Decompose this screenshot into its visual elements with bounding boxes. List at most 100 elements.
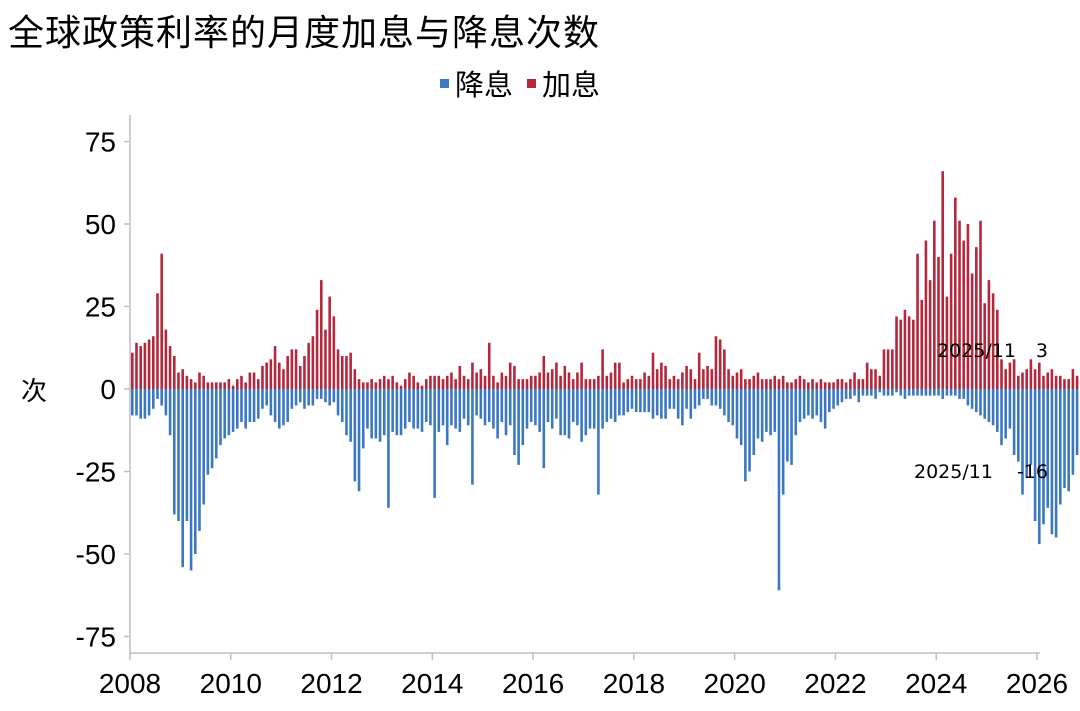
hike-bar (143, 342, 147, 389)
cut-bar (135, 389, 138, 416)
cut-bar (601, 389, 604, 429)
cut-bar (786, 389, 789, 462)
cut-bar (735, 389, 739, 439)
hike-bar (748, 379, 751, 389)
y-tick-label: 25 (85, 292, 116, 323)
hike-bar (1021, 372, 1024, 389)
hike-bar (571, 379, 575, 389)
legend-item-cut: 降息 (440, 62, 513, 104)
cut-bar (1012, 389, 1016, 455)
hike-bar (840, 379, 844, 389)
hike-bar (819, 379, 823, 389)
hike-bar (727, 369, 730, 389)
hike-bar (529, 375, 533, 389)
hike-bar (937, 257, 940, 389)
cut-bar (429, 389, 432, 426)
cut-bar (324, 389, 327, 403)
hike-bar (693, 379, 697, 389)
cut-bar (697, 389, 701, 406)
hike-bar (592, 379, 596, 389)
cut-bar (710, 389, 714, 406)
cut-bar (928, 389, 932, 396)
annotations: 2025/11 3 2025/11 -16 (914, 340, 1048, 483)
hike-bar (668, 379, 672, 389)
cut-bar (189, 389, 193, 571)
cut-bar (525, 389, 529, 429)
hike-bar (786, 382, 789, 389)
cut-bar (597, 389, 600, 495)
cut-bar (1059, 389, 1062, 505)
hike-bar (853, 372, 856, 389)
hike-bar (294, 349, 298, 389)
hike-bar (206, 382, 210, 389)
cut-bar (483, 389, 487, 426)
hike-bar (1029, 359, 1033, 389)
cut-bar (387, 389, 390, 508)
cut-bar (819, 389, 823, 422)
hike-bar (849, 379, 852, 389)
hike-bar (172, 356, 176, 389)
hike-bar (815, 382, 819, 389)
hike-bar (328, 296, 331, 389)
hike-bar (395, 382, 399, 389)
hike-bar (634, 379, 638, 389)
axes (124, 115, 1040, 660)
cut-bar (366, 389, 369, 429)
hike-bar (290, 349, 294, 389)
hike-bar (420, 385, 424, 389)
hike-bar (891, 349, 894, 389)
cut-bar (634, 389, 638, 413)
hike-bar (252, 372, 256, 389)
cut-bar (592, 389, 596, 429)
cut-bar (370, 389, 373, 439)
hike-bar (550, 369, 554, 389)
cut-bar (223, 389, 226, 439)
cut-bar (227, 389, 231, 436)
cut-bar (214, 389, 218, 459)
cut-bar (937, 389, 940, 396)
hike-bar (954, 197, 957, 389)
hike-bar (303, 356, 306, 389)
hike-bar (374, 382, 378, 389)
cut-bar (912, 389, 915, 396)
hike-bar (399, 385, 403, 389)
cut-bar (172, 389, 176, 515)
cut-bar (773, 389, 777, 432)
cut-bar (870, 389, 873, 396)
cut-bar (584, 389, 588, 436)
cut-bar (416, 389, 420, 429)
hike-bar (189, 379, 193, 389)
hike-bar (882, 349, 886, 389)
cut-bar (580, 389, 583, 442)
hike-bar (798, 375, 802, 389)
cut-bar (450, 389, 453, 426)
cut-bar (529, 389, 533, 422)
hike-bar (735, 372, 739, 389)
hike-bar (1033, 369, 1037, 389)
cut-bar (828, 389, 831, 413)
cut-bar (907, 389, 911, 396)
hike-bar (655, 369, 659, 389)
cut-bar (681, 389, 684, 426)
hike-bar (580, 362, 583, 389)
hike-bar (391, 375, 394, 389)
chart-title: 全球政策利率的月度加息与降息次数 (8, 13, 601, 54)
cut-bar (307, 389, 310, 406)
hike-bar (454, 379, 457, 389)
cut-bar (202, 389, 205, 505)
cut-bar (156, 389, 159, 399)
hike-bar (437, 375, 441, 389)
hike-bar (945, 296, 949, 389)
cut-bar (664, 389, 667, 419)
cut-bar (567, 389, 571, 439)
hike-bar (441, 379, 445, 389)
cut-bar (235, 389, 239, 429)
hike-bar (227, 379, 231, 389)
hike-bar (416, 382, 420, 389)
hike-bar (601, 349, 604, 389)
hike-bar (210, 382, 214, 389)
hike-bar (975, 247, 978, 389)
cut-bar (655, 389, 659, 416)
cut-bar (739, 389, 743, 446)
